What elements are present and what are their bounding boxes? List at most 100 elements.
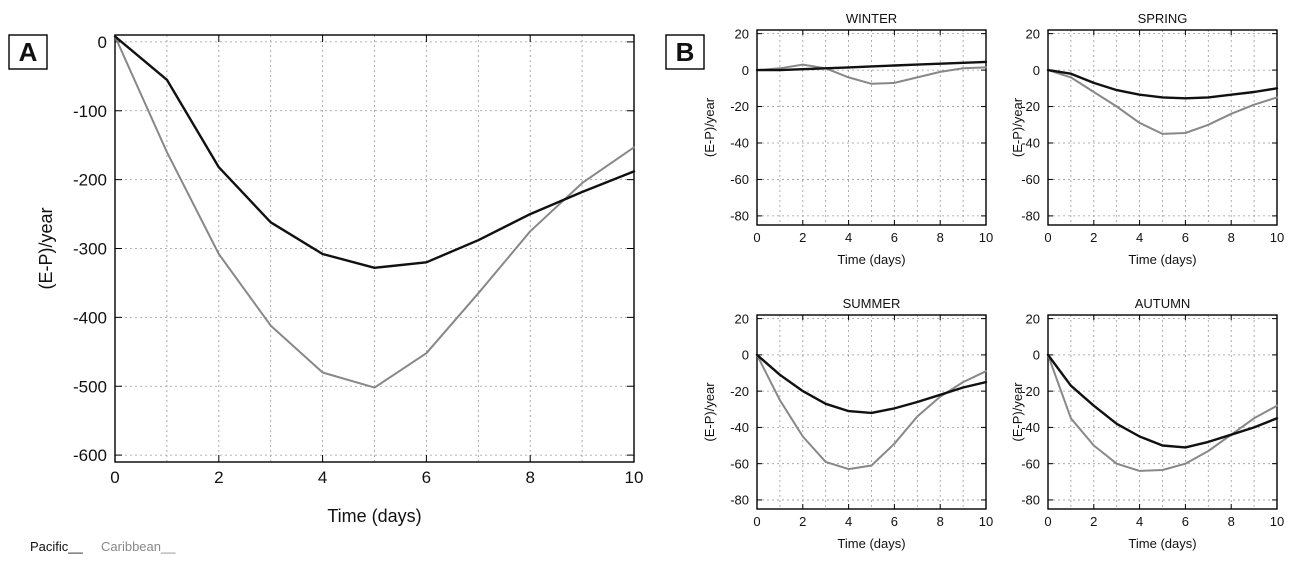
y-tick-label: 0 xyxy=(742,63,749,78)
x-tick-label: 10 xyxy=(979,514,993,529)
y-tick-label: 20 xyxy=(1026,26,1040,41)
y-tick-label: -60 xyxy=(1021,172,1040,187)
y-tick-label: 20 xyxy=(1026,311,1040,326)
x-tick-label: 0 xyxy=(110,468,119,487)
series-line-pacific xyxy=(1046,353,1279,449)
x-axis-label: Time (days) xyxy=(837,252,905,267)
y-tick-label: -80 xyxy=(1021,209,1040,224)
chart-title: SPRING xyxy=(1138,11,1188,26)
series-line-caribbean xyxy=(114,35,635,389)
x-axis-label: Time (days) xyxy=(837,536,905,551)
x-tick-label: 4 xyxy=(1136,514,1143,529)
x-tick-label: 4 xyxy=(845,514,852,529)
x-tick-label: 0 xyxy=(753,230,760,245)
series-line-pacific xyxy=(1046,68,1279,100)
y-tick-label: -20 xyxy=(730,99,749,114)
x-tick-label: 2 xyxy=(799,230,806,245)
y-axis-label: (E-P)/year xyxy=(702,382,717,442)
x-tick-label: 8 xyxy=(937,230,944,245)
plot-frame xyxy=(1047,314,1278,510)
y-tick-label: -20 xyxy=(1021,99,1040,114)
y-tick-label: -40 xyxy=(730,420,749,435)
y-axis-label: (E-P)/year xyxy=(1010,97,1025,157)
y-tick-label: -400 xyxy=(73,308,107,327)
x-tick-label: 6 xyxy=(1182,514,1189,529)
legend: Pacific__ Caribbean__ xyxy=(30,539,176,554)
y-tick-label: -80 xyxy=(1021,493,1040,508)
series-line-caribbean xyxy=(1047,69,1278,135)
x-tick-label: 10 xyxy=(625,468,644,487)
y-tick-label: 20 xyxy=(735,311,749,326)
x-axis-label: Time (days) xyxy=(1128,536,1196,551)
y-tick-label: -200 xyxy=(73,171,107,190)
y-axis-label: (E-P)/year xyxy=(36,207,56,289)
chart-autumn: 0 2 4 6 8 10 20 0 -20 -40 -60 -80 AUTUMN Time (days) (… xyxy=(1010,296,1284,551)
x-tick-label: 4 xyxy=(1136,230,1143,245)
y-axis-label: (E-P)/year xyxy=(702,97,717,157)
x-tick-label: 8 xyxy=(525,468,534,487)
x-tick-label: 8 xyxy=(937,514,944,529)
x-tick-label: 2 xyxy=(1090,230,1097,245)
series-line-pacific xyxy=(113,35,636,269)
x-tick-label: 2 xyxy=(799,514,806,529)
panel-b-label-box xyxy=(665,34,705,70)
y-tick-label: -60 xyxy=(1021,456,1040,471)
chart-title: AUTUMN xyxy=(1135,296,1191,311)
x-tick-label: 10 xyxy=(1270,230,1284,245)
x-tick-label: 2 xyxy=(214,468,223,487)
y-tick-label: -60 xyxy=(730,456,749,471)
plot-frame xyxy=(756,29,987,226)
y-tick-label: -80 xyxy=(730,493,749,508)
y-tick-label: -20 xyxy=(730,384,749,399)
y-tick-label: -40 xyxy=(1021,420,1040,435)
chart-spring: 0 2 4 6 8 10 20 0 -20 -40 -60 -80 SPRING Time (days) (… xyxy=(1010,11,1284,267)
x-tick-label: 0 xyxy=(1044,514,1051,529)
series-line-pacific xyxy=(755,353,988,415)
plot-frame xyxy=(1047,29,1278,226)
x-axis-label: Time (days) xyxy=(327,506,421,526)
y-tick-label: 20 xyxy=(735,26,749,41)
chart-summer: 0 2 4 6 8 10 20 0 -20 -40 -60 -80 SUMMER Time (days) (… xyxy=(702,296,993,551)
x-tick-label: 0 xyxy=(753,514,760,529)
chart-title: SUMMER xyxy=(843,296,901,311)
series-line-pacific xyxy=(755,60,988,72)
x-axis-label: Time (days) xyxy=(1128,252,1196,267)
x-tick-label: 10 xyxy=(979,230,993,245)
panel-b: B xyxy=(665,34,705,70)
y-tick-label: -300 xyxy=(73,240,107,259)
x-tick-label: 2 xyxy=(1090,514,1097,529)
y-tick-label: -20 xyxy=(1021,384,1040,399)
y-tick-label: -40 xyxy=(1021,136,1040,151)
x-tick-label: 0 xyxy=(1044,230,1051,245)
panel-a-label: A xyxy=(19,37,38,67)
plot-frame xyxy=(756,314,987,510)
x-tick-label: 6 xyxy=(1182,230,1189,245)
x-tick-label: 8 xyxy=(1228,514,1235,529)
legend-pacific: Pacific__ xyxy=(30,539,84,554)
y-axis-label: (E-P)/year xyxy=(1010,382,1025,442)
series-line-caribbean xyxy=(756,63,987,85)
y-tick-label: 0 xyxy=(98,33,107,52)
chart-title: WINTER xyxy=(846,11,897,26)
x-tick-label: 6 xyxy=(891,514,898,529)
chart-winter: 0 2 4 6 8 10 20 0 -20 -40 -60 -80 WINTER Time (days) (… xyxy=(702,11,993,267)
y-tick-label: -600 xyxy=(73,446,107,465)
y-tick-label: -80 xyxy=(730,209,749,224)
y-tick-label: -500 xyxy=(73,377,107,396)
y-tick-label: -60 xyxy=(730,172,749,187)
x-tick-label: 6 xyxy=(891,230,898,245)
y-tick-label: -40 xyxy=(730,136,749,151)
y-tick-label: -100 xyxy=(73,102,107,121)
y-tick-label: 0 xyxy=(1033,63,1040,78)
panel-a-label-box xyxy=(8,34,48,70)
x-tick-label: 8 xyxy=(1228,230,1235,245)
legend-caribbean: Caribbean__ xyxy=(101,539,176,554)
series-line-caribbean xyxy=(1047,353,1278,472)
panel-b-label: B xyxy=(676,37,695,67)
x-tick-label: 4 xyxy=(845,230,852,245)
y-tick-label: 0 xyxy=(1033,348,1040,363)
panel-a: A xyxy=(8,34,48,70)
x-tick-label: 10 xyxy=(1270,514,1284,529)
